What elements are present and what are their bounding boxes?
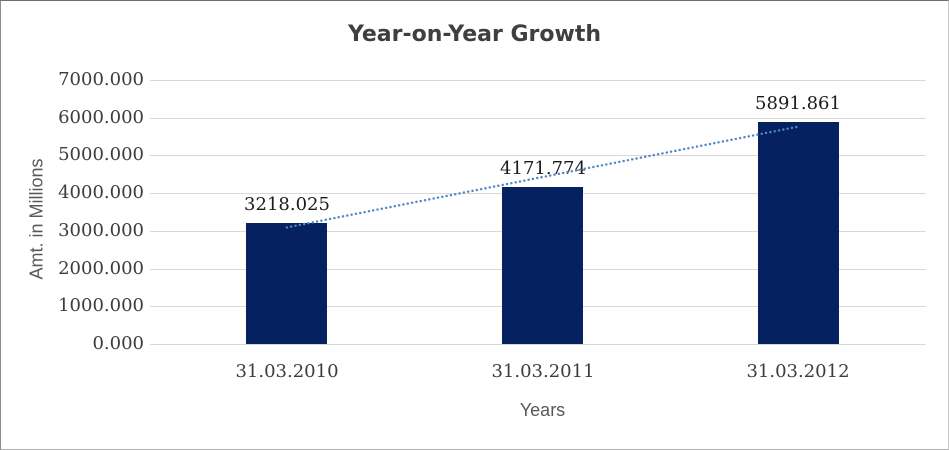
bar — [246, 223, 327, 344]
bar — [758, 122, 839, 344]
gridline — [150, 80, 926, 81]
data-label: 3218.025 — [244, 194, 330, 215]
category-label: 31.03.2012 — [746, 361, 850, 382]
y-tick-label: 1000.000 — [58, 295, 144, 316]
y-tick-label: 3000.000 — [58, 220, 144, 241]
y-tick-label: 6000.000 — [58, 107, 144, 128]
chart-title: Year-on-Year Growth — [347, 22, 602, 47]
y-tick-label: 2000.000 — [58, 258, 144, 279]
y-tick-label: 5000.000 — [58, 144, 144, 165]
bar — [502, 187, 583, 344]
x-axis-title: Years — [519, 400, 566, 420]
data-label: 4171.774 — [500, 158, 586, 179]
category-label: 31.03.2011 — [491, 361, 595, 382]
gridline — [150, 118, 926, 119]
y-tick-label: 7000.000 — [58, 69, 144, 90]
category-label: 31.03.2010 — [235, 361, 339, 382]
y-tick-label: 4000.000 — [58, 182, 144, 203]
gridline — [150, 344, 926, 345]
y-tick-label: 0.000 — [92, 333, 144, 354]
data-label: 5891.861 — [755, 93, 841, 114]
